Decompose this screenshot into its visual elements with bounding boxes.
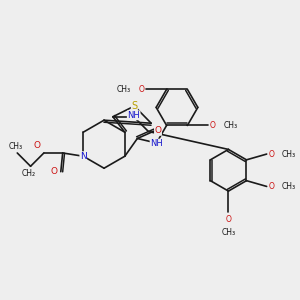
Text: CH₃: CH₃ (117, 85, 131, 94)
Text: CH₂: CH₂ (21, 169, 35, 178)
Text: CH₃: CH₃ (9, 142, 23, 151)
Text: NH: NH (127, 111, 140, 120)
Text: O: O (226, 215, 231, 224)
Text: CH₃: CH₃ (221, 228, 236, 237)
Text: O: O (51, 167, 58, 176)
Text: O: O (268, 150, 274, 159)
Text: O: O (268, 182, 274, 191)
Text: O: O (138, 85, 144, 94)
Text: O: O (34, 141, 41, 150)
Text: CH₃: CH₃ (282, 182, 296, 191)
Text: NH: NH (150, 139, 163, 148)
Text: N: N (80, 152, 87, 161)
Text: CH₃: CH₃ (282, 150, 296, 159)
Text: CH₃: CH₃ (223, 121, 237, 130)
Text: O: O (210, 121, 216, 130)
Text: S: S (131, 101, 137, 111)
Text: O: O (154, 126, 161, 135)
